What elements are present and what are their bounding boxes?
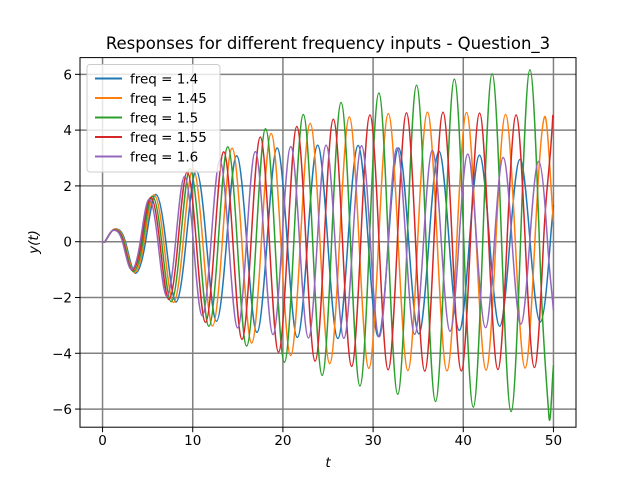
x-axis-label: t bbox=[325, 455, 331, 471]
x-tick-label: 10 bbox=[184, 433, 201, 449]
legend: freq = 1.4 freq = 1.45 freq = 1.5 freq = 1.… bbox=[86, 64, 221, 173]
legend-label: freq = 1.4 bbox=[130, 72, 198, 88]
legend-box bbox=[86, 64, 221, 173]
x-tick-label: 20 bbox=[274, 433, 291, 449]
y-tick-label: 2 bbox=[63, 179, 72, 195]
series-line bbox=[102, 69, 555, 421]
x-tick-label: 40 bbox=[455, 433, 472, 449]
chart-title: Responses for different frequency inputs… bbox=[106, 34, 550, 54]
y-tick-label: −4 bbox=[52, 346, 72, 362]
x-tick-label: 50 bbox=[545, 433, 562, 449]
legend-label: freq = 1.45 bbox=[130, 91, 207, 107]
legend-label: freq = 1.5 bbox=[130, 111, 198, 127]
y-tick-label: 0 bbox=[63, 235, 72, 251]
legend-label: freq = 1.6 bbox=[130, 150, 198, 166]
y-tick-label: −2 bbox=[52, 290, 72, 306]
y-tick-label: 4 bbox=[63, 123, 72, 139]
ticks: 0 10 20 30 40 50 −6 −4 −2 0 2 4 6 bbox=[52, 67, 562, 449]
x-tick-label: 0 bbox=[98, 433, 107, 449]
axes-frame bbox=[79, 57, 577, 428]
y-tick-label: −6 bbox=[52, 402, 72, 418]
x-tick-label: 30 bbox=[364, 433, 381, 449]
series-line bbox=[102, 144, 555, 339]
y-axis-label: y(t) bbox=[26, 230, 42, 255]
plot-area bbox=[102, 69, 555, 421]
series-line bbox=[102, 111, 555, 372]
y-tick-label: 6 bbox=[63, 67, 72, 83]
legend-label: freq = 1.55 bbox=[130, 130, 207, 146]
